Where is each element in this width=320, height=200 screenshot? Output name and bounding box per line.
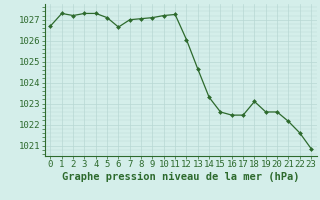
X-axis label: Graphe pression niveau de la mer (hPa): Graphe pression niveau de la mer (hPa) — [62, 172, 300, 182]
